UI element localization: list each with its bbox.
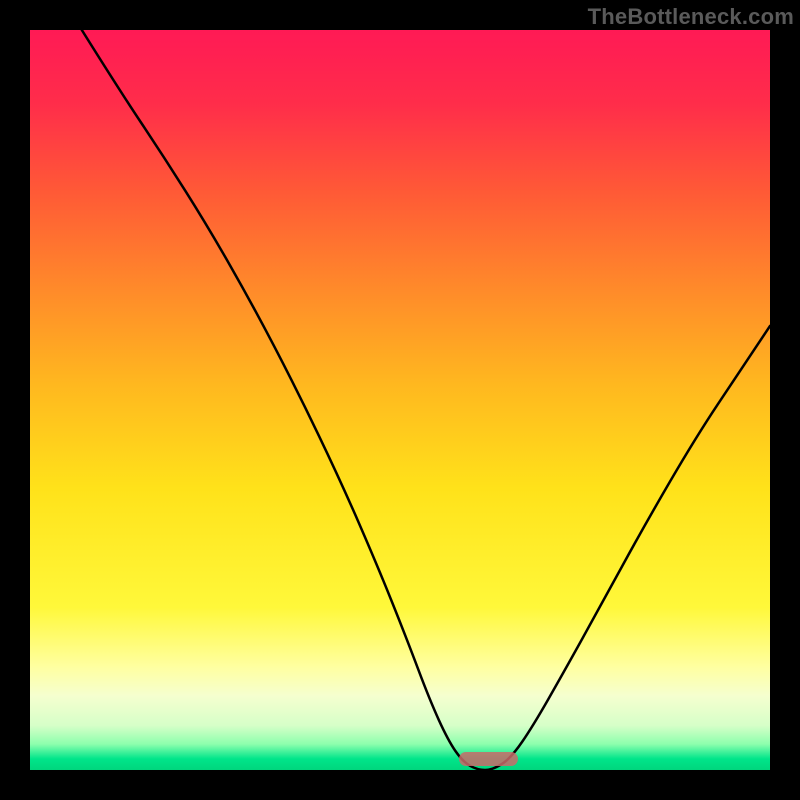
chart-container: TheBottleneck.com: [0, 0, 800, 800]
watermark-text: TheBottleneck.com: [588, 4, 794, 30]
bottleneck-curve: [30, 30, 770, 770]
optimal-range-marker: [459, 752, 518, 765]
plot-area: [30, 30, 770, 770]
